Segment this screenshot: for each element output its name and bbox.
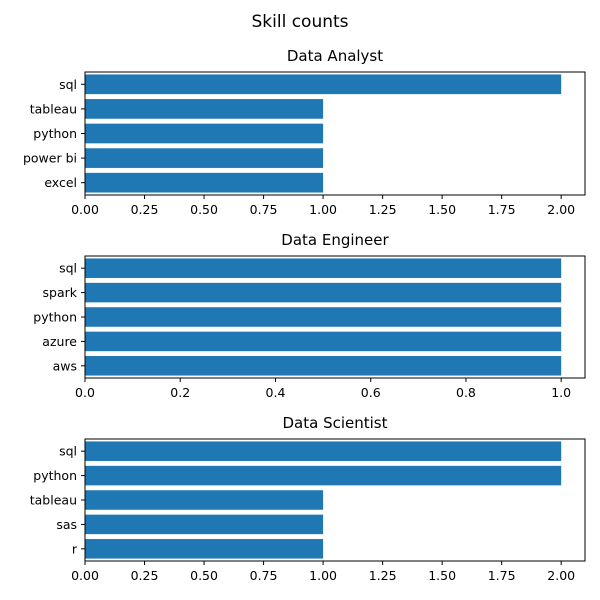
x-tick-label: 1.00 <box>309 568 337 583</box>
bar-power-bi <box>85 148 324 168</box>
y-tick-label: tableau <box>30 101 77 116</box>
x-tick-label: 1.75 <box>488 568 516 583</box>
y-tick-label: azure <box>42 334 77 349</box>
y-tick-label: python <box>33 468 77 483</box>
panel-data-engineer: Data Engineer sql spark python azure aws 0.0 0.… <box>33 231 586 400</box>
y-tick-label: excel <box>44 175 77 190</box>
axes-frame <box>84 438 586 562</box>
subplot-title: Data Scientist <box>283 414 388 432</box>
x-tick-label: 0.8 <box>456 385 476 400</box>
bar-sas <box>85 514 324 535</box>
bar-sql <box>85 258 562 278</box>
x-tick-label: 0.6 <box>361 385 381 400</box>
x-tick-label: 0.0 <box>75 385 95 400</box>
x-tick-label: 0.25 <box>131 568 159 583</box>
x-tick-label: 0.75 <box>250 568 278 583</box>
x-tick-label: 0.50 <box>190 202 218 217</box>
subplot-title: Data Analyst <box>287 47 383 65</box>
x-tick-label: 0.75 <box>250 202 278 217</box>
axes-frame <box>84 255 586 379</box>
x-tick-label: 1.00 <box>309 202 337 217</box>
y-tick-label: sas <box>56 517 77 532</box>
y-tick-label: aws <box>53 358 77 373</box>
x-tick-label: 0.00 <box>71 568 99 583</box>
bar-python <box>85 307 562 327</box>
panel-data-scientist: Data Scientist sql python tableau sas r 0.00 0.… <box>30 414 586 583</box>
bar-aws <box>85 356 562 376</box>
y-tick-label: spark <box>43 285 78 300</box>
x-tick-label: 1.50 <box>428 568 456 583</box>
bar-sql <box>85 74 562 95</box>
bar-sql <box>85 441 562 461</box>
y-tick-label: python <box>33 310 77 325</box>
x-tick-label: 1.25 <box>369 568 397 583</box>
bar-spark <box>85 282 562 303</box>
bar-tableau <box>85 99 324 119</box>
x-tick-label: 1.25 <box>369 202 397 217</box>
x-tick-label: 1.75 <box>488 202 516 217</box>
x-tick-label: 2.00 <box>547 568 575 583</box>
y-tick-label: power bi <box>23 151 77 166</box>
y-tick-label: python <box>33 126 77 141</box>
figure-title: Skill counts <box>251 12 348 32</box>
x-tick-label: 0.00 <box>71 202 99 217</box>
bar-python <box>85 465 562 486</box>
bar-tableau <box>85 490 324 510</box>
panel-data-analyst: Data Analyst sql tableau python power bi exce… <box>23 47 586 217</box>
y-tick-label: sql <box>59 261 77 276</box>
y-tick-label: sql <box>59 444 77 459</box>
axes-frame <box>84 71 586 196</box>
y-tick-label: tableau <box>30 493 77 508</box>
x-tick-label: 0.4 <box>266 385 286 400</box>
x-tick-label: 2.00 <box>547 202 575 217</box>
bar-excel <box>85 172 324 193</box>
x-tick-label: 1.0 <box>551 385 571 400</box>
x-tick-label: 0.50 <box>190 568 218 583</box>
bar-azure <box>85 331 562 352</box>
x-tick-label: 0.25 <box>131 202 159 217</box>
x-tick-label: 1.50 <box>428 202 456 217</box>
bar-r <box>85 539 324 559</box>
x-tick-label: 0.2 <box>170 385 190 400</box>
y-tick-label: sql <box>59 77 77 92</box>
subplot-title: Data Engineer <box>281 231 389 249</box>
y-tick-label: r <box>72 541 78 556</box>
bar-python <box>85 123 324 144</box>
